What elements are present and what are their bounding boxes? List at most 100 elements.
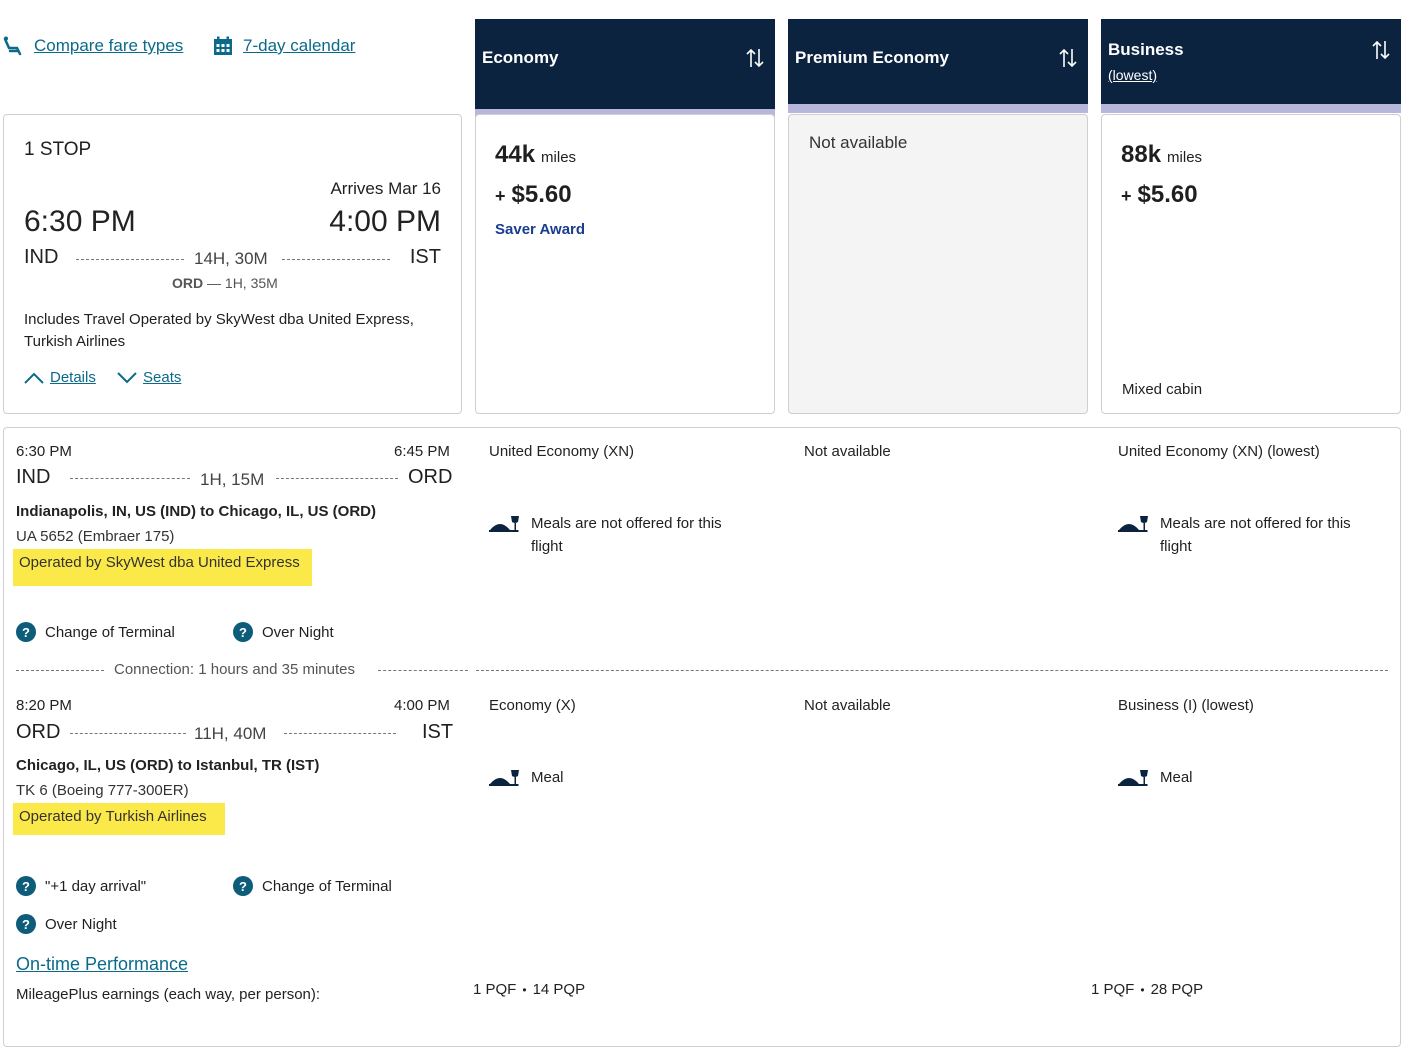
not-available-label: Not available: [809, 133, 908, 152]
layover-time: — 1H, 35M: [207, 275, 278, 291]
details-toggle[interactable]: Details: [24, 369, 96, 386]
help-icon[interactable]: ?: [233, 622, 253, 642]
segment1-route: Indianapolis, IN, US (IND) to Chicago, I…: [16, 503, 376, 520]
on-time-performance-link[interactable]: On-time Performance: [16, 954, 189, 974]
business-price: + $5.60: [1121, 181, 1198, 209]
chevron-up-icon: [24, 372, 44, 384]
seats-toggle[interactable]: Seats: [117, 369, 181, 386]
segment2-flight: TK 6 (Boeing 777-300ER): [16, 782, 189, 799]
business-earnings: 1 PQF • 28 PQP: [1091, 981, 1203, 998]
segment1-duration: 1H, 15M: [200, 470, 265, 489]
column-header-economy[interactable]: Economy: [475, 19, 775, 118]
sort-icon[interactable]: [1371, 39, 1391, 61]
seats-link[interactable]: Seats: [143, 369, 182, 386]
help-icon[interactable]: ?: [16, 876, 36, 896]
connection-line-left: [16, 670, 104, 671]
compare-fare-types-label[interactable]: Compare fare types: [34, 36, 184, 55]
segment2-business-class: Business (I) (lowest): [1118, 697, 1254, 714]
badge-label: Over Night: [45, 915, 117, 933]
segment2-line-left: [70, 733, 186, 734]
saver-award-label: Saver Award: [495, 221, 586, 238]
plus-sign: +: [495, 186, 506, 206]
price-value: $5.60: [1137, 181, 1198, 208]
fare-card-economy[interactable]: 44k miles + $5.60 Saver Award: [475, 114, 775, 414]
seven-day-calendar-label[interactable]: 7-day calendar: [243, 36, 356, 55]
route-line-right: [282, 259, 390, 260]
column-title: Premium Economy: [795, 48, 949, 67]
segment2-badge-change-terminal[interactable]: ? Change of Terminal: [233, 876, 392, 896]
mixed-cabin-label: Mixed cabin: [1122, 381, 1203, 398]
meal-icon: [1118, 770, 1148, 786]
connection-label: Connection: 1 hours and 35 minutes: [114, 661, 355, 678]
operated-note: Includes Travel Operated by SkyWest dba …: [24, 311, 414, 350]
segment1-depart-time: 6:30 PM: [16, 443, 72, 460]
segment2-business-meal: Meal: [1118, 766, 1193, 789]
column-header-business[interactable]: Business (lowest): [1101, 19, 1401, 113]
column-header-premium-economy[interactable]: Premium Economy: [788, 19, 1088, 113]
segment1-operated-by: Operated by SkyWest dba United Express: [13, 549, 312, 586]
business-miles: 88k miles: [1121, 141, 1202, 169]
flight-details-panel: 6:30 PM 6:45 PM IND ORD 1H, 15M Indianap…: [3, 427, 1401, 1047]
layover-info: ORD — 1H, 35M: [172, 275, 278, 291]
route-line-left: [76, 259, 184, 260]
plus-sign: +: [1121, 186, 1132, 206]
sort-icon[interactable]: [745, 47, 765, 69]
help-icon[interactable]: ?: [16, 914, 36, 934]
arrives-date: Arrives Mar 16: [330, 179, 441, 198]
column-subtitle-lowest[interactable]: (lowest): [1108, 67, 1158, 83]
connection-line-mid: [378, 670, 468, 671]
meal-icon: [489, 516, 519, 532]
meal-text: Meal: [1160, 769, 1193, 786]
fare-card-premium-economy: Not available: [788, 114, 1088, 414]
column-header-strip: [1101, 104, 1401, 113]
pqp-value: 14 PQP: [532, 981, 586, 998]
fare-card-business[interactable]: 88k miles + $5.60 Mixed cabin: [1101, 114, 1401, 414]
segment2-from: ORD: [16, 721, 61, 743]
compare-fare-types-link[interactable]: Compare fare types: [2, 34, 183, 58]
segment2-duration: 11H, 40M: [194, 724, 267, 743]
miles-value: 88k: [1121, 141, 1162, 168]
segment1-premium-class: Not available: [804, 443, 891, 460]
depart-time: 6:30 PM: [24, 205, 136, 238]
meal-text: Meals are not offered for this flight: [531, 515, 722, 555]
economy-price: + $5.60: [495, 181, 572, 209]
meal-icon: [489, 770, 519, 786]
segment2-premium-class: Not available: [804, 697, 891, 714]
flight-summary-card: 1 STOP Arrives Mar 16 6:30 PM 4:00 PM IN…: [3, 114, 462, 414]
pqf-value: 1 PQF: [1091, 981, 1135, 998]
arrive-time: 4:00 PM: [329, 205, 441, 238]
economy-earnings: 1 PQF • 14 PQP: [473, 981, 585, 998]
miles-value: 44k: [495, 141, 536, 168]
segment1-business-meal: Meals are not offered for this flight: [1118, 512, 1378, 558]
column-title: Business: [1108, 40, 1184, 59]
help-icon[interactable]: ?: [233, 876, 253, 896]
chevron-down-icon: [117, 371, 137, 383]
badge-label: Change of Terminal: [45, 623, 175, 641]
column-header-strip: [788, 104, 1088, 113]
segment2-to: IST: [422, 721, 454, 743]
segment2-badge-plus-one-day[interactable]: ? "+1 day arrival": [16, 876, 146, 896]
segment2-badge-over-night[interactable]: ? Over Night: [16, 914, 117, 934]
segment1-economy-class: United Economy (XN): [489, 443, 635, 460]
segment2-line-right: [284, 733, 396, 734]
segment1-economy-meal: Meals are not offered for this flight: [489, 512, 749, 558]
badge-label: Over Night: [262, 623, 334, 641]
price-value: $5.60: [511, 181, 572, 208]
segment1-to: ORD: [408, 466, 453, 488]
help-icon[interactable]: ?: [16, 622, 36, 642]
details-link[interactable]: Details: [50, 369, 96, 386]
segment2-arrive-time: 4:00 PM: [394, 697, 450, 714]
seven-day-calendar-link[interactable]: 7-day calendar: [213, 34, 355, 58]
mileageplus-earnings-label: MileagePlus earnings (each way, per pers…: [16, 986, 321, 1003]
stops-label: 1 STOP: [24, 139, 92, 160]
column-header-strip: [475, 109, 775, 118]
segment1-badge-change-terminal[interactable]: ? Change of Terminal: [16, 622, 175, 642]
segment1-flight: UA 5652 (Embraer 175): [16, 528, 175, 545]
layover-code: ORD: [172, 275, 204, 291]
column-title: Economy: [482, 48, 559, 67]
segment1-badge-over-night[interactable]: ? Over Night: [233, 622, 334, 642]
segment1-arrive-time: 6:45 PM: [394, 443, 450, 460]
calendar-icon: [214, 36, 232, 55]
sort-icon[interactable]: [1058, 47, 1078, 69]
connection-line-right: [476, 670, 1388, 671]
